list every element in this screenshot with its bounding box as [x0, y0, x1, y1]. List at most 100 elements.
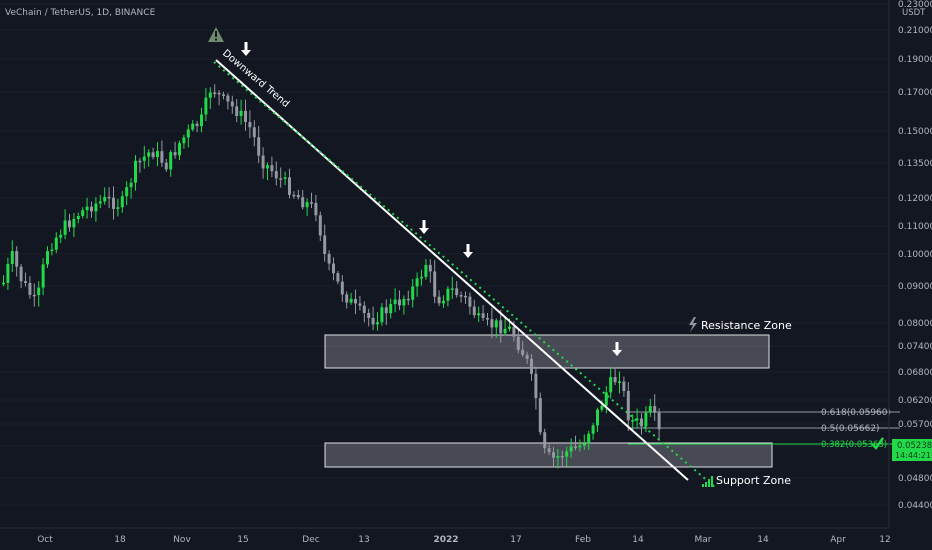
candle: [406, 298, 410, 301]
candle: [609, 377, 613, 393]
y-tick-label: 0.21000: [898, 26, 932, 36]
candle: [411, 286, 415, 300]
candle: [151, 152, 155, 158]
x-tick-label: 2022: [433, 535, 458, 545]
candle: [147, 152, 151, 157]
candle: [164, 162, 168, 170]
candle: [455, 288, 459, 296]
candle: [125, 187, 129, 197]
candle: [305, 202, 309, 208]
time-axis: Oct 18 Nov 15 Dec 13 2022 17 Feb 14 Mar 14 Apr 12: [0, 527, 891, 545]
y-tick-label: 0.19000: [898, 55, 932, 65]
candle: [94, 203, 98, 212]
candle: [37, 287, 41, 296]
candle: [464, 295, 467, 298]
candle: [552, 452, 555, 458]
resistance-zone: [324, 334, 770, 369]
candle: [332, 263, 335, 274]
candle: [230, 101, 234, 107]
candle: [292, 194, 296, 197]
x-tick-label: Oct: [37, 535, 53, 545]
candle: [481, 313, 485, 319]
candle: [424, 264, 428, 277]
candle: [98, 201, 102, 204]
candle: [569, 446, 573, 452]
candle: [235, 106, 239, 116]
checkmark-icon: [871, 437, 885, 450]
candle: [389, 304, 393, 314]
support-zone: [324, 442, 773, 468]
last-price: 0.05238: [897, 441, 932, 451]
candle: [239, 110, 243, 116]
candle: [318, 215, 322, 236]
y-tick-label: 0.13500: [898, 159, 932, 169]
symbol-title: VeChain / TetherUS, 1D, BINANCE: [5, 8, 156, 18]
candle: [362, 305, 366, 314]
candle: [129, 182, 133, 188]
y-tick-label: 0.15000: [898, 127, 932, 137]
candle: [644, 412, 648, 427]
candle: [6, 264, 10, 283]
candle: [59, 234, 63, 238]
candle: [587, 433, 591, 444]
candle: [68, 220, 71, 228]
price-axis: 0.23000 0.21000 0.19000 0.17000 0.15000 0.135…: [888, 0, 932, 528]
x-tick-label: 14: [632, 535, 644, 545]
candle: [208, 92, 212, 98]
support-label: Support Zone: [716, 474, 791, 487]
candle: [393, 299, 397, 305]
candle: [380, 307, 384, 323]
candle: [226, 95, 230, 102]
grid: [0, 3, 889, 506]
x-tick-label: 14: [757, 535, 769, 545]
candle: [398, 299, 401, 306]
candle: [635, 418, 639, 421]
candle: [182, 137, 186, 144]
candle: [578, 445, 582, 448]
candle: [314, 202, 318, 216]
candle: [626, 391, 630, 421]
candle: [450, 288, 454, 290]
dotted-trend-line: [213, 61, 717, 489]
candle: [138, 160, 142, 163]
candle: [296, 194, 300, 198]
x-tick-label: Nov: [173, 535, 191, 545]
candle: [156, 151, 159, 158]
candle: [323, 235, 327, 254]
candle: [402, 298, 406, 306]
candle: [516, 336, 520, 350]
candle: [415, 278, 419, 287]
candle: [433, 271, 437, 297]
candle: [252, 127, 256, 138]
candle: [301, 197, 305, 208]
candle: [653, 406, 657, 413]
candle: [222, 94, 225, 96]
down-arrow-icon: [612, 342, 622, 356]
fib-618-label: 0.618(0.05960): [821, 408, 891, 418]
candle: [521, 349, 525, 355]
candle: [15, 251, 19, 267]
candle: [503, 328, 507, 334]
down-arrow-icon: [463, 244, 473, 258]
candle: [631, 420, 635, 422]
candle: [560, 456, 564, 458]
candle: [244, 110, 247, 122]
y-tick-label: 0.09000: [898, 282, 932, 292]
candle: [354, 298, 357, 304]
candle: [217, 92, 221, 95]
candle: [63, 220, 67, 235]
candle: [547, 448, 551, 453]
candle: [477, 313, 481, 316]
candle: [261, 155, 265, 169]
candle: [640, 418, 643, 427]
candle: [486, 318, 489, 320]
candle: [376, 322, 379, 325]
y-tick-label: 0.06200: [898, 396, 932, 406]
x-tick-label: Apr: [830, 535, 846, 545]
candle: [604, 392, 608, 406]
candle: [582, 443, 586, 446]
candle: [371, 318, 375, 325]
signal-bars-icon: [702, 476, 713, 487]
candle: [420, 276, 423, 279]
